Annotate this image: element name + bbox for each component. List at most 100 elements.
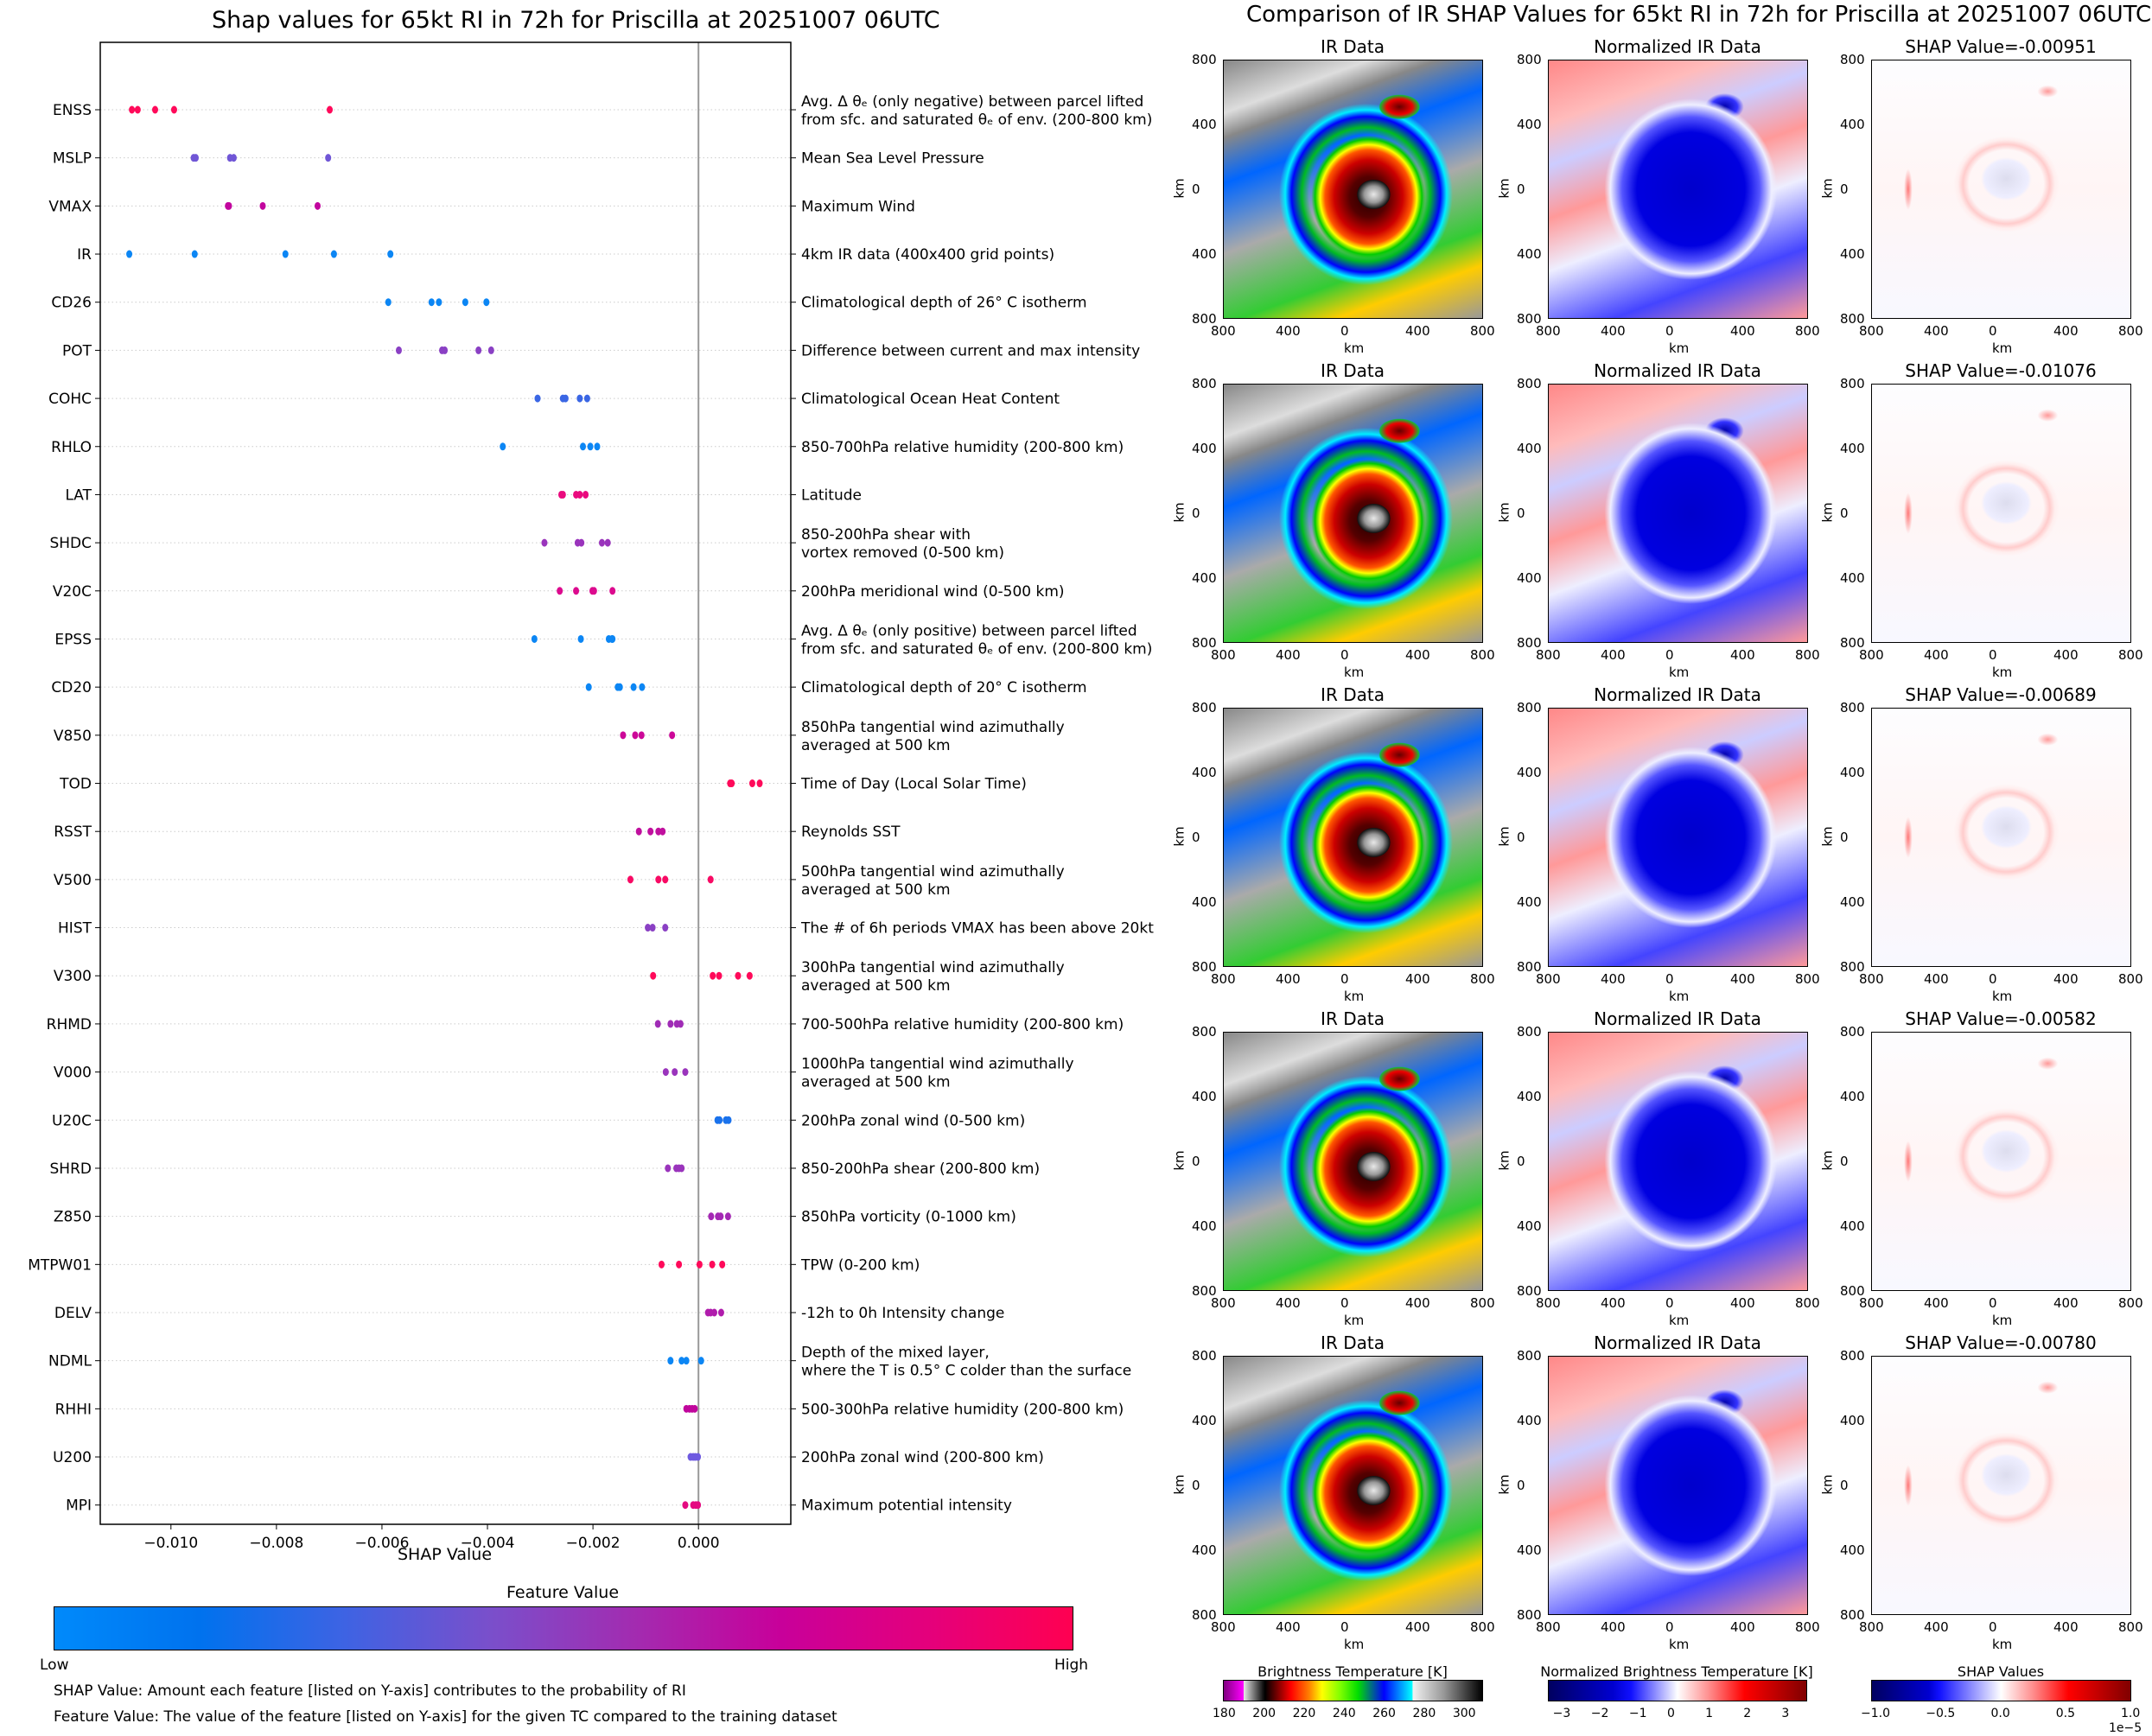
feature-description: 200hPa zonal wind (0-500 km) [801,1112,1025,1129]
x-tick-label: 400 [2053,323,2079,339]
y-axis-label: km [1496,1150,1512,1171]
x-tick-label: 400 [1405,1295,1430,1311]
feature-description: The # of 6h periods VMAX has been above … [800,920,1154,938]
x-tick-label: 400 [1924,1295,1949,1311]
feature-description: vortex removed (0-500 km) [801,544,1004,562]
colorbar-tick-label: 260 [1372,1707,1396,1720]
x-tick-label: −0.004 [461,1535,515,1552]
data-point-hist [662,924,669,932]
y-tick-label: 800 [1840,1348,1865,1364]
colorbar-tick-label: 3 [1781,1707,1790,1720]
plot-area [99,41,792,1525]
y-tick-label: 400 [1840,441,1865,456]
y-tick-label: 400 [1517,441,1542,456]
shap-panel-title: SHAP Value=-0.00780 [1905,1332,2097,1353]
x-axis-label: km [1992,665,2013,680]
y-tick-label: 800 [1517,311,1542,327]
feature-description: 850hPa vorticity (0-1000 km) [801,1209,1016,1226]
colorbar-tick-label: 240 [1332,1707,1356,1720]
data-point-mtpw01 [658,1260,665,1269]
x-tick-label: 800 [1536,971,1561,987]
data-point-v20c [590,587,597,595]
data-point-tod [756,779,763,788]
y-tick-label: 800 [1840,1283,1865,1299]
y-tick-label: 0 [1192,181,1200,197]
data-point-rsst [647,827,654,836]
x-tick-label: 400 [1601,647,1626,663]
feature-label-v500: V500 [54,872,92,889]
data-point-mslp [230,154,237,162]
x-tick-label: 800 [1536,323,1561,339]
feature-description: 200hPa zonal wind (200-800 km) [801,1449,1044,1466]
x-tick-label: 800 [1211,971,1236,987]
data-point-ndml [683,1357,690,1365]
y-tick-label: 400 [1840,246,1865,262]
x-tick-label: 400 [1276,647,1301,663]
data-point-cohc [534,394,541,403]
data-point-v500 [627,875,634,884]
feature-description: Avg. Δ θₑ (only negative) between parcel… [801,93,1143,111]
data-point-mslp [325,154,332,162]
x-tick-label: 800 [2118,971,2143,987]
feature-description: Depth of the mixed layer, [801,1345,990,1362]
shap-image-row-3 [1871,708,2131,967]
feature-description: 500-300hPa relative humidity (200-800 km… [801,1401,1124,1418]
x-tick-label: 400 [1601,1619,1626,1635]
y-tick-label: 400 [1192,1542,1217,1558]
x-tick-label: 800 [1211,323,1236,339]
x-tick-label: 800 [1536,1619,1561,1635]
y-tick-label: 800 [1517,1348,1542,1364]
y-tick-label: 400 [1192,765,1217,780]
feature-description: 1000hPa tangential wind azimuthally [801,1056,1074,1073]
x-tick-label: 400 [1924,1619,1949,1635]
y-tick-label: 800 [1517,52,1542,67]
y-axis-label: km [1496,826,1512,847]
shap-panel-title: SHAP Value=-0.01076 [1905,360,2097,381]
colorbar-tick-label: 0.5 [2055,1707,2076,1720]
y-axis-label: km [1819,1150,1836,1171]
colorbar-tick-label: 180 [1213,1707,1236,1720]
feature-description: 700-500hPa relative humidity (200-800 km… [801,1016,1124,1033]
y-tick-label: 800 [1192,1607,1217,1623]
feature-description: Avg. Δ θₑ (only positive) between parcel… [801,622,1137,639]
data-point-shdc [604,538,611,547]
feature-description: Climatological depth of 26° C isotherm [801,295,1087,312]
shap-values-colorbar [1871,1680,2131,1701]
x-tick-label: 800 [1536,1295,1561,1311]
feature-description: from sfc. and saturated θₑ of env. (200-… [801,111,1152,129]
data-point-ir [387,250,394,258]
x-tick-label: 800 [1795,647,1820,663]
feature-label-ndml: NDML [48,1353,92,1370]
x-axis-label: km [1344,1313,1365,1328]
shap-panel-title: SHAP Value=-0.00582 [1905,1008,2097,1029]
data-point-ndml [667,1357,674,1365]
x-axis-label: km [1669,1637,1690,1652]
data-point-cd20 [616,683,623,691]
y-tick-label: 800 [1192,635,1217,651]
x-tick-label: −0.008 [249,1535,303,1552]
x-tick-label: 0 [1340,647,1349,663]
x-axis-label: km [1992,1637,2013,1652]
y-tick-label: 0 [1517,1478,1525,1493]
x-tick-label: 0 [1989,647,1997,663]
y-axis-label: km [1171,826,1187,847]
feature-description: Difference between current and max inten… [801,342,1140,359]
data-point-delv [717,1308,724,1317]
y-tick-label: 400 [1840,765,1865,780]
x-tick-label: 400 [1405,1619,1430,1635]
x-axis-label: km [1669,665,1690,680]
feature-description: Maximum Wind [801,198,915,215]
beeswarm-title: Shap values for 65kt RI in 72h for Prisc… [212,7,940,34]
data-point-u20c [725,1116,732,1124]
y-tick-label: 800 [1192,376,1217,391]
feature-description: Climatological Ocean Heat Content [801,391,1060,408]
x-tick-label: 400 [1405,971,1430,987]
y-axis-label: km [1819,502,1836,523]
data-point-enss [134,105,141,114]
feature-label-enss: ENSS [53,102,92,119]
colorbar-tick-label: 0 [1667,1707,1675,1720]
data-point-u200 [695,1453,702,1461]
data-point-mtpw01 [676,1260,683,1269]
feature-label-rsst: RSST [54,823,92,841]
y-tick-label: 800 [1840,1024,1865,1040]
